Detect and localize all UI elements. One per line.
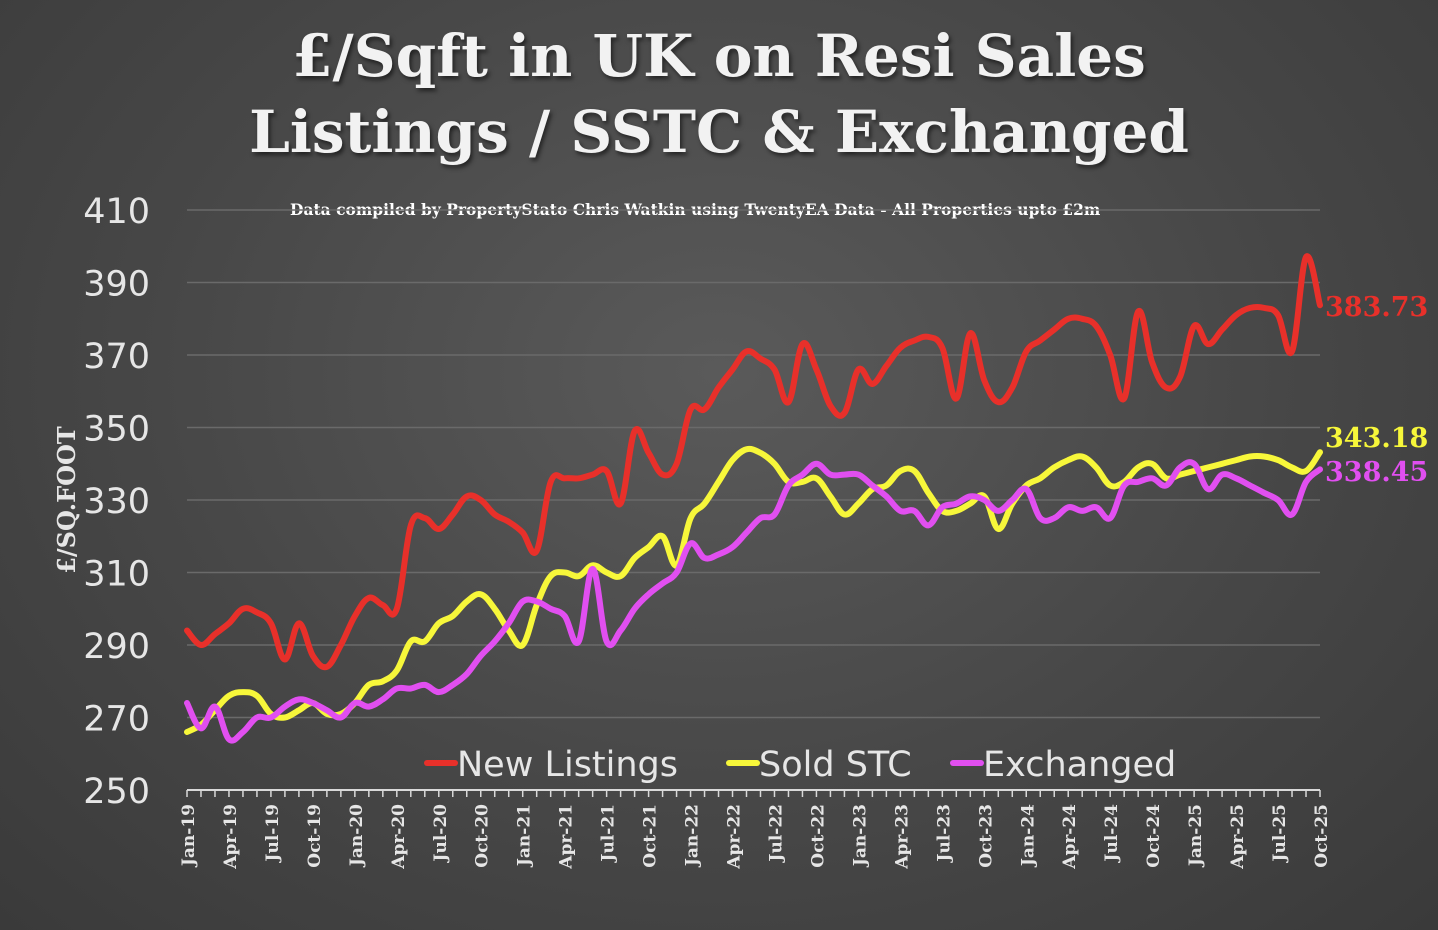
x-tick-label: Jan-19 [179, 804, 199, 868]
y-tick-label: 350 [83, 410, 150, 450]
x-tick-label: Jan-21 [515, 804, 535, 868]
y-tick-label: 370 [83, 337, 150, 377]
x-tick-label: Apr-20 [389, 804, 409, 870]
y-tick-label: 390 [83, 265, 150, 305]
y-tick-label: 330 [83, 482, 150, 522]
series-line-sold-stc [184, 445, 1323, 735]
series-line-new-listings [184, 253, 1323, 671]
x-tick-label: Jul-25 [1270, 804, 1290, 864]
x-tick-label: Oct-23 [976, 804, 996, 868]
x-tick-label: Jan-22 [683, 804, 703, 868]
chart-title-line-2: Listings / SSTC & Exchanged [249, 98, 1189, 166]
x-tick-label: Jan-25 [1186, 804, 1206, 868]
x-tick-label: Apr-24 [1060, 804, 1080, 870]
legend-label: Exchanged [983, 745, 1176, 785]
legend-item-exchanged: Exchanged [950, 745, 1176, 785]
x-tick-label: Apr-23 [892, 804, 912, 870]
x-tick-label: Jul-24 [1102, 804, 1122, 864]
x-tick-label: Oct-19 [305, 804, 325, 868]
legend-label: New Listings [457, 745, 678, 785]
series-line-exchanged [184, 459, 1323, 744]
x-tick-label: Apr-19 [221, 804, 241, 870]
y-axis-label: £/SQ.FOOT [52, 426, 81, 574]
x-tick-label: Apr-22 [725, 804, 745, 870]
x-tick-label: Oct-22 [808, 804, 828, 868]
x-tick-label: Jan-23 [850, 804, 870, 868]
legend-item-sold-stc: Sold STC [726, 745, 912, 785]
x-tick-label: Oct-25 [1312, 804, 1332, 868]
y-tick-label: 250 [83, 772, 150, 812]
x-tick-label: Oct-20 [473, 804, 493, 868]
y-tick-label: 410 [83, 192, 150, 232]
x-tick-label: Jan-20 [347, 804, 367, 868]
x-tick-label: Apr-25 [1228, 804, 1248, 870]
x-tick-label: Oct-24 [1144, 804, 1164, 868]
x-tick-label: Jul-23 [934, 804, 954, 864]
y-tick-label: 310 [83, 555, 150, 595]
legend: New Listings Sold STC Exchanged [424, 745, 1176, 785]
legend-label: Sold STC [759, 745, 912, 785]
end-value-label-new-listings: 383.73 [1325, 292, 1428, 323]
x-tick-label: Oct-21 [641, 804, 661, 868]
x-tick-label: Jan-24 [1018, 804, 1038, 868]
x-tick-label: Jul-21 [599, 804, 619, 864]
x-axis: Jan-19 Apr-19 Jul-19 Oct-19 Jan-20 Apr-20 Jul-… [179, 789, 1332, 870]
series-lines [184, 253, 1323, 744]
chart-title-line-1: £/Sqft in UK on Resi Sales [292, 22, 1146, 90]
y-axis-ticks: 250 270 290 310 330 350 370 390 410 [83, 192, 150, 812]
y-tick-label: 290 [83, 627, 150, 667]
x-tick-label: Apr-21 [557, 804, 577, 870]
chart-title: £/Sqft in UK on Resi Sales Listings / SS… [0, 18, 1438, 170]
x-tick-label: Jul-19 [263, 804, 283, 864]
end-value-label-exchanged: 338.45 [1325, 457, 1428, 488]
x-tick-label: Jul-22 [766, 804, 786, 864]
x-tick-label: Jul-20 [431, 804, 451, 864]
end-value-label-sold-stc: 343.18 [1325, 423, 1428, 454]
y-tick-label: 270 [83, 700, 150, 740]
legend-item-new-listings: New Listings [424, 745, 678, 785]
